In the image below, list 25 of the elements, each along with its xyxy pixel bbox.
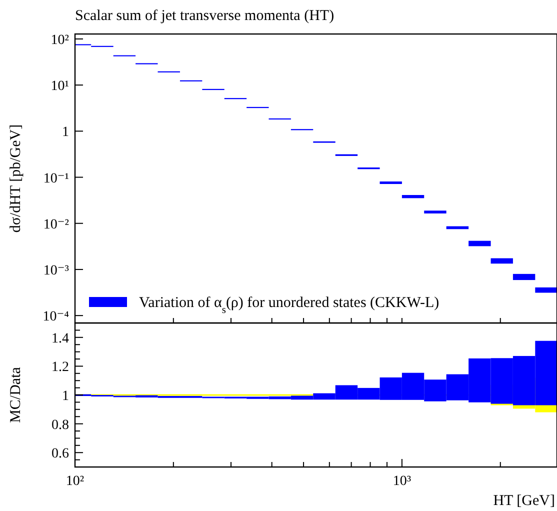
y-tick-label: 10² <box>50 32 69 48</box>
x-axis-title: HT [GeV] <box>493 493 555 509</box>
y-tick-label: 10⁻³ <box>43 263 69 278</box>
y-axis-title: dσ/dHT [pb/GeV] <box>8 124 24 233</box>
bar <box>490 258 513 264</box>
y-tick-label: 10¹ <box>50 79 69 94</box>
y-tick-label: 0.6 <box>52 446 69 462</box>
x-tick-label: 10³ <box>392 474 412 489</box>
y-tick-label: 10⁻¹ <box>43 171 69 186</box>
bar <box>380 181 402 184</box>
y-tick-label: 1 <box>62 125 69 140</box>
chart-title: Scalar sum of jet transverse momenta (HT) <box>75 8 334 24</box>
y-tick-label: 1 <box>62 389 69 404</box>
y-tick-label: 10⁻⁴ <box>42 310 70 325</box>
bar <box>468 240 491 246</box>
bar <box>535 287 557 293</box>
bar <box>402 195 424 198</box>
y-tick-label: 0.8 <box>52 418 69 433</box>
bar <box>512 274 536 280</box>
legend-label: Variation of α$_{s}$(ρ) for unordered states (CKKW-L) <box>139 295 440 316</box>
y-tick-label: 1.4 <box>52 331 69 346</box>
y-tick-label: 10⁻² <box>43 217 69 232</box>
bar <box>424 210 446 214</box>
y-tick-label: 1.2 <box>52 360 69 376</box>
y-axis-title: MC/Data <box>8 366 24 423</box>
